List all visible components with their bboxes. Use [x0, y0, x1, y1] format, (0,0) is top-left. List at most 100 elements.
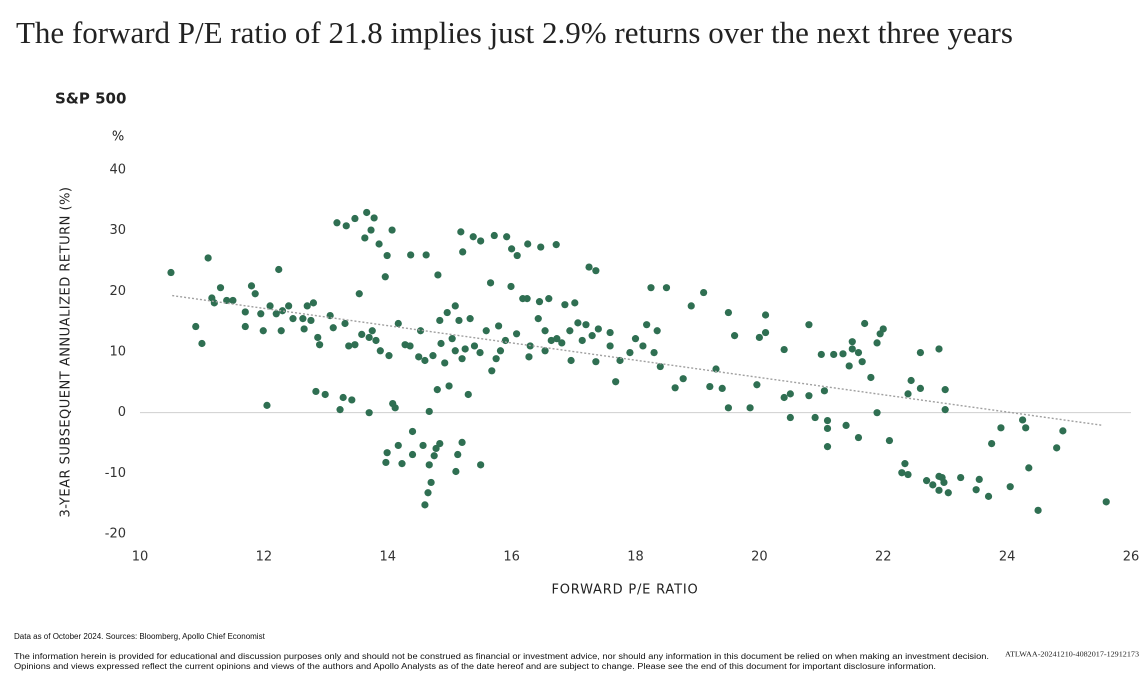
point [854, 349, 863, 357]
point [535, 298, 544, 306]
point [761, 328, 770, 337]
point [567, 356, 575, 365]
point [626, 349, 634, 357]
point [341, 319, 349, 328]
point [558, 339, 566, 347]
point [957, 473, 965, 482]
point [388, 226, 396, 234]
point [975, 475, 983, 483]
point [845, 362, 853, 370]
point [616, 356, 624, 365]
point [278, 307, 287, 315]
point [997, 424, 1005, 432]
point [469, 233, 477, 241]
point [419, 441, 427, 450]
point [873, 339, 881, 347]
x-tick-label: 10 [132, 550, 149, 565]
point [879, 325, 887, 333]
point [1019, 416, 1027, 424]
point [329, 324, 337, 332]
point [204, 254, 212, 262]
point [731, 332, 739, 340]
point [459, 248, 467, 256]
point [210, 299, 218, 307]
point [314, 333, 322, 342]
point [687, 302, 695, 310]
x-tick-label: 20 [751, 550, 768, 565]
point [422, 251, 430, 259]
point [755, 333, 763, 342]
point [406, 342, 414, 350]
point [653, 327, 661, 335]
point [495, 322, 503, 330]
point [612, 378, 620, 386]
point [464, 390, 472, 399]
point [823, 416, 832, 425]
point [167, 268, 175, 277]
point [706, 382, 714, 391]
point [1034, 506, 1042, 514]
point [944, 489, 952, 497]
x-tick-label: 14 [379, 550, 396, 565]
y-tick-label: -20 [105, 527, 126, 542]
point [367, 226, 375, 234]
point [547, 336, 555, 345]
point [385, 352, 393, 360]
point [488, 367, 496, 375]
point [441, 359, 449, 367]
point [647, 284, 655, 292]
point [486, 279, 495, 287]
point [523, 295, 531, 303]
y-tick-label: -10 [105, 466, 126, 481]
point [848, 345, 856, 353]
point [355, 290, 363, 298]
point [718, 384, 726, 392]
point [780, 345, 788, 354]
point [823, 443, 832, 451]
point [457, 228, 465, 236]
point [321, 390, 329, 399]
document-code: ATLWAA-20241210-4082017-12912173 [1005, 650, 1139, 659]
point [277, 327, 285, 335]
point [470, 342, 479, 350]
point [496, 347, 505, 355]
point [300, 325, 308, 333]
point [1102, 498, 1110, 506]
point [935, 345, 943, 353]
point [537, 243, 545, 251]
point [361, 234, 369, 242]
point [482, 327, 490, 335]
point [566, 327, 574, 335]
point [904, 470, 912, 479]
x-tick-label: 24 [999, 550, 1016, 565]
point [907, 376, 915, 385]
point [266, 302, 274, 310]
point [477, 237, 485, 245]
point [1025, 464, 1033, 472]
point [553, 335, 561, 343]
chart-title: The forward P/E ratio of 21.8 implies ju… [16, 15, 1013, 50]
point [407, 251, 415, 259]
point [303, 302, 311, 310]
point [365, 333, 373, 342]
point [753, 381, 761, 389]
point [427, 478, 435, 487]
point [432, 444, 440, 453]
point [394, 441, 402, 450]
point [805, 321, 813, 329]
point [490, 231, 498, 240]
point [507, 282, 515, 291]
point [263, 401, 271, 409]
point [333, 219, 341, 227]
x-tick-label: 12 [256, 550, 273, 565]
trend-line [172, 294, 1104, 427]
point [1006, 483, 1014, 491]
point [458, 355, 466, 363]
point [858, 358, 866, 366]
point [929, 481, 937, 489]
point [746, 404, 754, 412]
point [916, 349, 925, 357]
point [541, 347, 549, 355]
point [561, 301, 569, 309]
point [588, 332, 596, 340]
